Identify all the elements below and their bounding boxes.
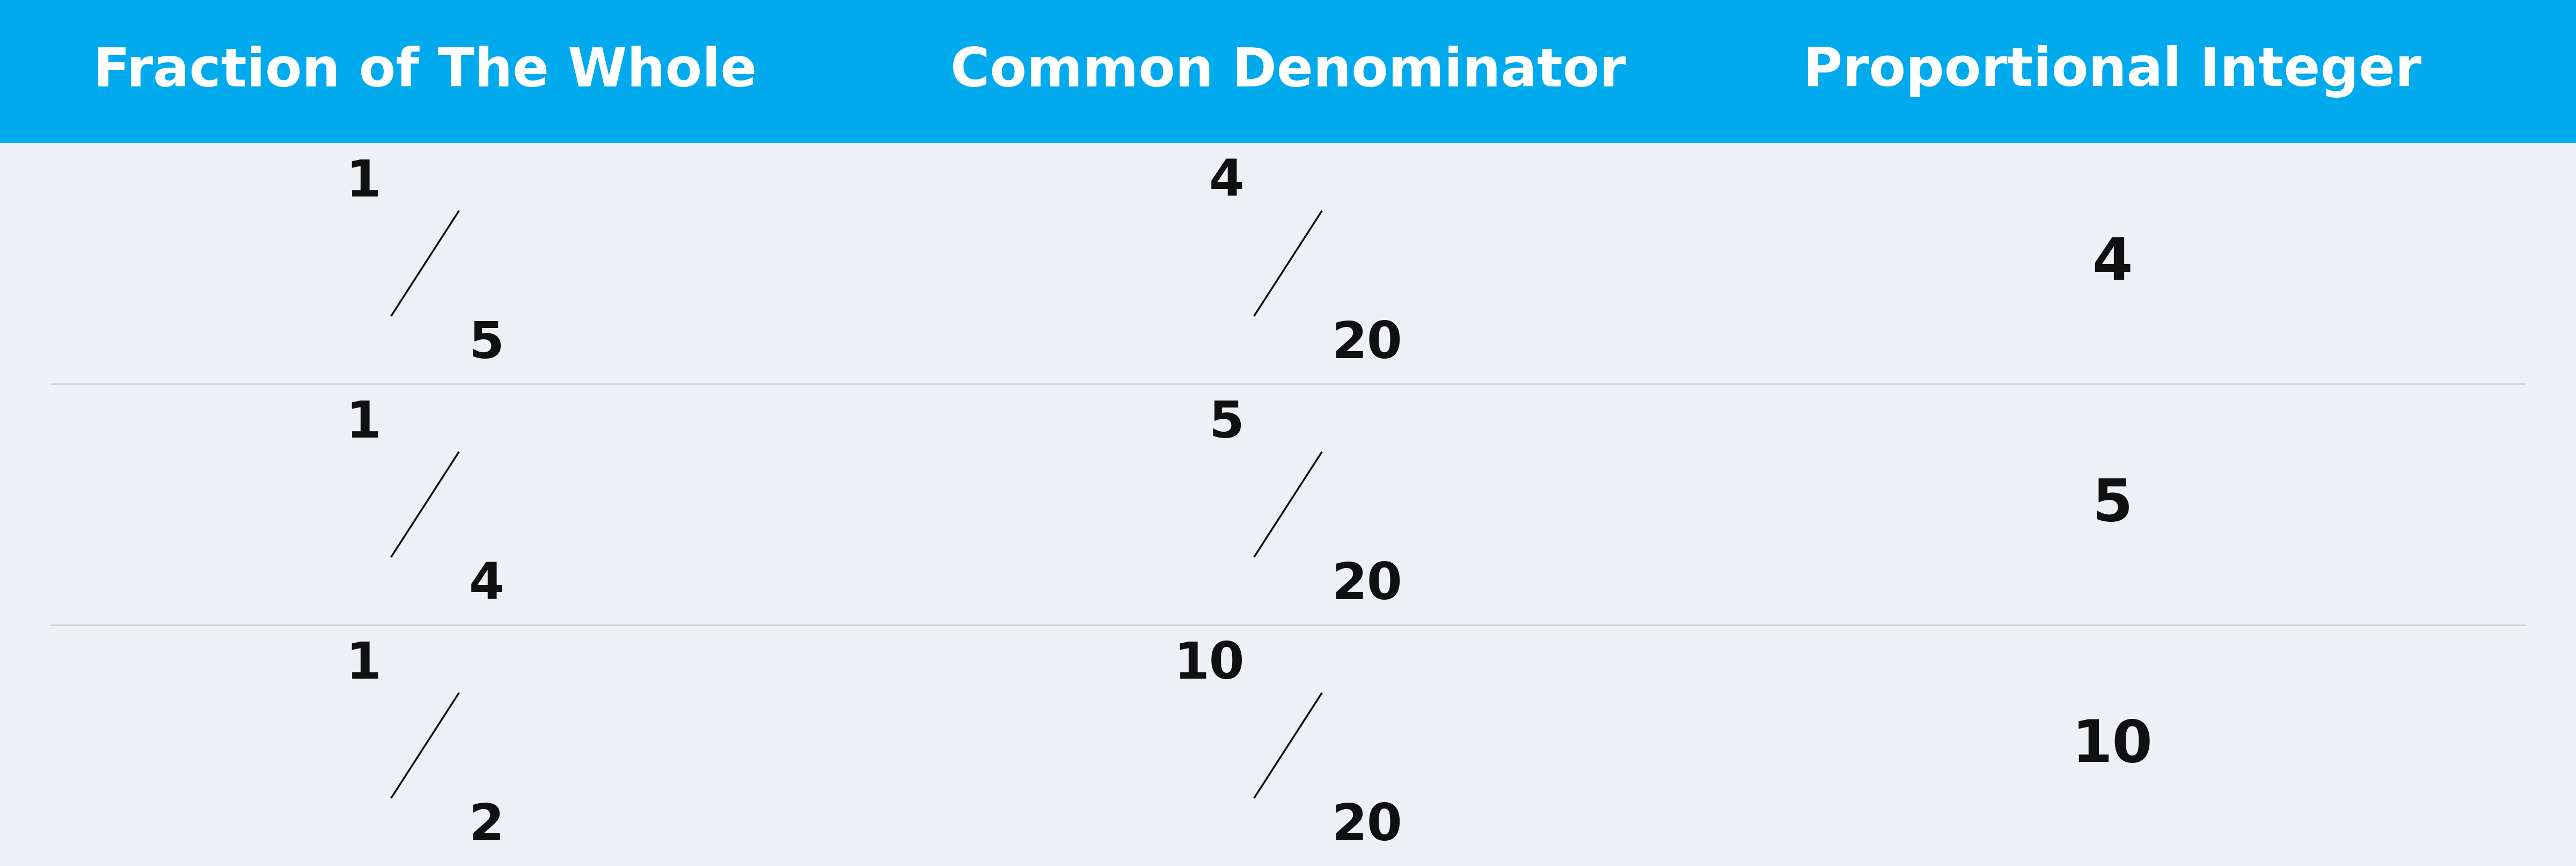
Text: 20: 20 bbox=[1332, 802, 1401, 851]
Text: 4: 4 bbox=[469, 561, 505, 611]
Text: 4: 4 bbox=[1208, 158, 1244, 207]
Text: 1: 1 bbox=[345, 158, 381, 207]
Text: 5: 5 bbox=[1208, 398, 1244, 449]
Text: Common Denominator: Common Denominator bbox=[951, 45, 1625, 98]
Text: Fraction of The Whole: Fraction of The Whole bbox=[93, 45, 757, 98]
Text: 20: 20 bbox=[1332, 320, 1401, 369]
Text: 1: 1 bbox=[345, 398, 381, 449]
Text: 10: 10 bbox=[2071, 717, 2154, 774]
Text: 20: 20 bbox=[1332, 561, 1401, 611]
Text: 5: 5 bbox=[469, 320, 505, 369]
Text: 5: 5 bbox=[2092, 476, 2133, 533]
Text: Proportional Integer: Proportional Integer bbox=[1803, 45, 2421, 98]
Text: 2: 2 bbox=[469, 802, 505, 851]
Bar bbox=[0, 0, 2576, 143]
Text: 1: 1 bbox=[345, 640, 381, 689]
Text: 10: 10 bbox=[1175, 640, 1244, 689]
Text: 4: 4 bbox=[2092, 235, 2133, 292]
